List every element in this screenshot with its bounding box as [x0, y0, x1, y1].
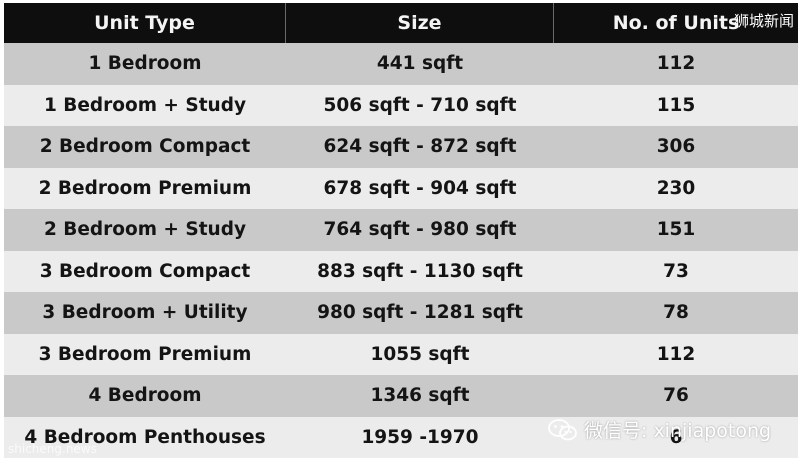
watermark-top-right: 狮城新闻 [733, 12, 794, 30]
cell-units: 73 [663, 260, 689, 282]
cell-size: 1055 sqft [370, 343, 470, 365]
cell-unit-type: 2 Bedroom + Study [43, 219, 247, 241]
cell-size: 883 sqft - 1130 sqft [317, 260, 523, 282]
cell-units: 151 [656, 219, 696, 241]
cell-units: 76 [663, 385, 689, 407]
cell-unit-type: 3 Bedroom + Utility [42, 302, 248, 324]
unit-table: Unit Type Size No. of Units 1 Bedroom 44… [4, 3, 798, 459]
cell-unit-type: 4 Bedroom [88, 385, 202, 407]
cell-unit-type: 1 Bedroom + Study [43, 94, 247, 116]
table-row: 4 Bedroom Penthouses 1959 -1970 6 [4, 416, 798, 458]
header-unit-type: Unit Type [4, 3, 286, 43]
cell-units: 112 [656, 343, 696, 365]
cell-size: 441 sqft [376, 53, 464, 75]
wechat-id-text: 微信号: xinjiapotong [584, 420, 772, 442]
cell-unit-type: 2 Bedroom Compact [39, 136, 251, 158]
header-units: No. of Units [612, 12, 740, 34]
table-row: 3 Bedroom + Utility 980 sqft - 1281 sqft… [4, 292, 798, 334]
table-row: 2 Bedroom Compact 624 sqft - 872 sqft 30… [4, 126, 798, 168]
table-header-row: Unit Type Size No. of Units [4, 3, 798, 43]
wechat-icon [548, 418, 578, 442]
cell-size: 506 sqft - 710 sqft [323, 94, 517, 116]
table-row: 3 Bedroom Compact 883 sqft - 1130 sqft 7… [4, 250, 798, 292]
cell-units: 230 [656, 177, 696, 199]
watermark-bottom-left: shicheng.news [8, 442, 97, 456]
table-row: 2 Bedroom Premium 678 sqft - 904 sqft 23… [4, 167, 798, 209]
cell-units: 306 [656, 136, 696, 158]
cell-unit-type: 4 Bedroom Penthouses [24, 426, 266, 448]
table-row: 1 Bedroom 441 sqft 112 [4, 43, 798, 85]
table-row: 3 Bedroom Premium 1055 sqft 112 [4, 333, 798, 375]
cell-size: 764 sqft - 980 sqft [323, 219, 517, 241]
cell-size: 1959 -1970 [361, 426, 479, 448]
table-row: 4 Bedroom 1346 sqft 76 [4, 375, 798, 417]
cell-units: 112 [656, 53, 696, 75]
cell-unit-type: 3 Bedroom Compact [39, 260, 251, 282]
cell-unit-type: 1 Bedroom [88, 53, 202, 75]
cell-size: 1346 sqft [370, 385, 470, 407]
cell-units: 78 [663, 302, 689, 324]
cell-units: 115 [656, 94, 696, 116]
header-size: Size [286, 3, 554, 43]
table-row: 1 Bedroom + Study 506 sqft - 710 sqft 11… [4, 84, 798, 126]
cell-size: 678 sqft - 904 sqft [323, 177, 517, 199]
cell-unit-type: 3 Bedroom Premium [38, 343, 252, 365]
table-row: 2 Bedroom + Study 764 sqft - 980 sqft 15… [4, 209, 798, 251]
cell-size: 624 sqft - 872 sqft [323, 136, 517, 158]
watermark-bottom-right: 微信号: xinjiapotong [548, 416, 771, 443]
cell-units: 6 [669, 426, 683, 448]
cell-unit-type: 2 Bedroom Premium [38, 177, 252, 199]
cell-size: 980 sqft - 1281 sqft [317, 302, 523, 324]
